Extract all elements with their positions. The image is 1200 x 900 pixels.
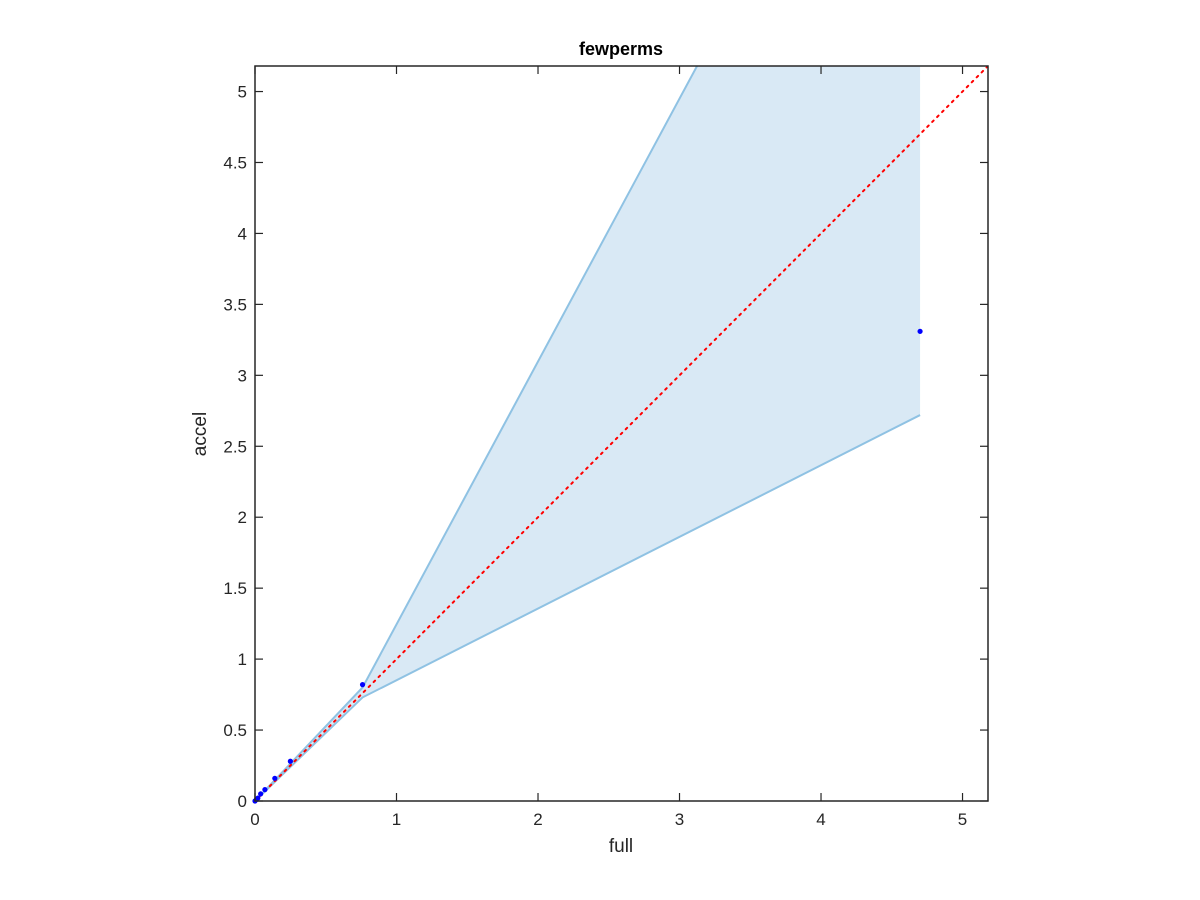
data-point xyxy=(255,795,261,801)
x-tick-label: 3 xyxy=(675,810,684,829)
axes-box xyxy=(254,65,989,802)
y-tick-label: 0.5 xyxy=(223,721,247,740)
data-point xyxy=(262,787,268,793)
y-tick-label: 5 xyxy=(238,83,247,102)
chart-title: fewperms xyxy=(579,39,663,59)
x-axis-label: full xyxy=(609,836,633,857)
y-tick-label: 2 xyxy=(238,508,247,527)
x-tick-label: 4 xyxy=(816,810,825,829)
y-tick-label: 1 xyxy=(238,650,247,669)
data-point xyxy=(272,775,278,781)
y-tick-label: 4.5 xyxy=(223,153,247,172)
y-tick-label: 2.5 xyxy=(223,437,247,456)
reference-line-layer xyxy=(255,66,988,801)
data-point xyxy=(258,791,264,797)
data-point xyxy=(917,328,923,334)
band-fill xyxy=(255,66,921,801)
data-points xyxy=(252,328,923,804)
reference-line xyxy=(255,66,988,801)
axes xyxy=(254,65,989,802)
x-tick-label: 5 xyxy=(958,810,967,829)
x-tick-label: 0 xyxy=(250,810,259,829)
data-point xyxy=(359,682,366,688)
y-tick-label: 3 xyxy=(238,366,247,385)
x-tick-label: 1 xyxy=(392,810,401,829)
y-tick-label: 0 xyxy=(238,792,247,811)
y-tick-label: 1.5 xyxy=(223,579,247,598)
x-tick-label: 2 xyxy=(533,810,542,829)
tick-labels: 0 1 2 3 4 5 0 0.5 1 1.5 2 2.5 3 3.5 4 4.5 5 xyxy=(223,83,967,829)
data-point xyxy=(287,758,293,764)
y-axis-label: accel xyxy=(190,412,211,456)
y-tick-label: 3.5 xyxy=(223,295,247,314)
band-lower-edge xyxy=(255,414,921,801)
y-tick-label: 4 xyxy=(238,224,247,243)
